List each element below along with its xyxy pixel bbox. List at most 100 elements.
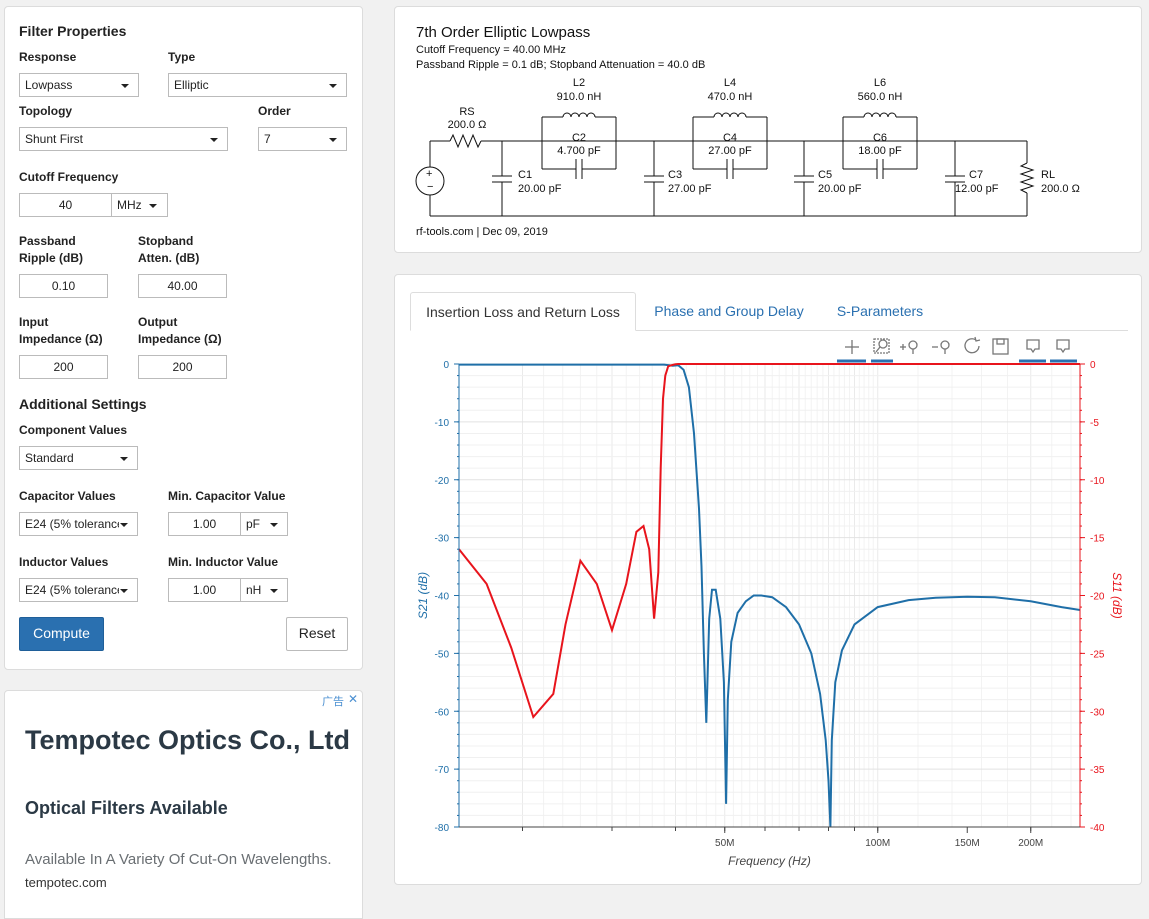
pan-icon[interactable] (837, 340, 866, 363)
l4-value: 470.0 nH (708, 91, 753, 103)
reset-button[interactable]: Reset (286, 617, 348, 651)
ad-headline[interactable]: Tempotec Optics Co., Ltd (25, 725, 351, 755)
min-inductor-input[interactable]: 1.00 (168, 578, 241, 602)
output-impedance-label: Output Impedance (Ω) (138, 314, 222, 348)
topology-label: Topology (19, 104, 73, 118)
c5-name: C5 (818, 169, 832, 181)
zoom-in-icon[interactable] (900, 340, 918, 354)
compute-button[interactable]: Compute (19, 617, 104, 651)
zoom-out-icon[interactable] (932, 340, 950, 354)
c2-name: C2 (572, 132, 586, 144)
right-tick-label: -5 (1090, 418, 1099, 429)
tab-s-parameters[interactable]: S-Parameters (836, 303, 924, 319)
order-select[interactable]: 7 (258, 127, 347, 151)
output-impedance-input[interactable]: 200 (138, 355, 227, 379)
ad-subhead: Optical Filters Available (25, 798, 228, 818)
ad-badge[interactable]: 广告 (322, 696, 344, 708)
c6-name: C6 (873, 132, 887, 144)
l2-name: L2 (573, 77, 585, 89)
s21-series-line (459, 363, 1081, 828)
right-tick-label: -20 (1090, 592, 1105, 603)
min-capacitor-input[interactable]: 1.00 (168, 512, 241, 536)
source-polarity: + − (426, 168, 433, 193)
type-select-value: Elliptic (174, 78, 209, 92)
insertion-loss-chart[interactable]: 0 -10 -20 -30 -40 -50 -60 -70 -80 0 -5 -10 -15 -20 -25… (395, 275, 1141, 884)
c4-value: 27.00 pF (708, 145, 752, 157)
c5-value: 20.00 pF (818, 183, 862, 195)
ripple-label: Passband Ripple (dB) (19, 233, 83, 267)
c7-value: 12.00 pF (955, 183, 999, 195)
tab-insertion-loss[interactable]: Insertion Loss and Return Loss (410, 292, 636, 331)
rs-value: 200.0 Ω (448, 119, 487, 131)
close-icon[interactable]: ✕ (347, 692, 358, 706)
l6-value: 560.0 nH (858, 91, 903, 103)
component-values-select[interactable]: Standard (19, 446, 138, 470)
min-inductor-unit-select[interactable]: nH (240, 578, 288, 602)
c1-name: C1 (518, 169, 532, 181)
type-select[interactable]: Elliptic (168, 73, 347, 97)
rs-name: RS (459, 106, 474, 118)
min-capacitor-label: Min. Capacitor Value (168, 489, 286, 503)
chevron-down-icon (329, 138, 337, 142)
rl-value: 200.0 Ω (1041, 183, 1080, 195)
reset-icon[interactable] (964, 336, 981, 354)
chart-panel: Insertion Loss and Return Loss Phase and… (394, 274, 1142, 885)
min-inductor-label: Min. Inductor Value (168, 555, 279, 569)
left-tick-label: -30 (435, 534, 450, 545)
left-tick-label: -40 (435, 592, 450, 603)
save-icon[interactable] (992, 338, 1009, 355)
tab-phase-group-delay[interactable]: Phase and Group Delay (654, 303, 804, 319)
response-select-value: Lowpass (25, 78, 73, 92)
rl-name: RL (1041, 169, 1055, 181)
input-impedance-label-line2: Impedance (Ω) (19, 332, 103, 346)
chart-grid (459, 363, 1080, 828)
ripple-input[interactable]: 0.10 (19, 274, 108, 298)
left-tick-label: -80 (435, 823, 450, 834)
min-capacitor-unit-value: pF (246, 517, 261, 531)
capacitor-values-select[interactable]: E24 (5% tolerance) (19, 512, 138, 536)
input-impedance-input[interactable]: 200 (19, 355, 108, 379)
atten-label: Stopband Atten. (dB) (138, 233, 199, 267)
source-icon (415, 166, 445, 196)
inductor-values-select[interactable]: E24 (5% tolerance) (19, 578, 138, 602)
chevron-down-icon (270, 589, 278, 593)
topology-select[interactable]: Shunt First (19, 127, 228, 151)
min-capacitor-unit-select[interactable]: pF (240, 512, 288, 536)
right-tick-label: -35 (1090, 765, 1105, 776)
component-values-label: Component Values (19, 423, 128, 437)
ad-panel[interactable]: 广告 ✕ Tempotec Optics Co., Ltd Optical Fi… (4, 690, 363, 919)
c3-name: C3 (668, 169, 682, 181)
bottom-tick-label: 50M (715, 838, 734, 849)
cutoff-unit-select[interactable]: MHz (111, 193, 168, 217)
c6-value: 18.00 pF (858, 145, 902, 157)
cutoff-input[interactable]: 40 (19, 193, 112, 217)
atten-input[interactable]: 40.00 (138, 274, 227, 298)
left-tick-label: -50 (435, 649, 450, 660)
right-tick-label: -30 (1090, 707, 1105, 718)
response-select[interactable]: Lowpass (19, 73, 139, 97)
cutoff-unit-value: MHz (117, 198, 142, 212)
chevron-down-icon (210, 138, 218, 142)
s11-series-line (458, 363, 1080, 720)
box-zoom-icon[interactable] (871, 338, 893, 363)
schematic-footer: rf-tools.com | Dec 09, 2019 (416, 226, 548, 238)
hover-icon-2[interactable] (1050, 339, 1077, 363)
bottom-tick-label: 150M (955, 838, 980, 849)
hover-icon[interactable] (1019, 339, 1046, 363)
left-tick-label: -10 (435, 418, 450, 429)
right-tick-label: 0 (1090, 360, 1096, 371)
ripple-label-line2: Ripple (dB) (19, 251, 83, 265)
chart-curves (458, 363, 1081, 828)
right-tick-label: -40 (1090, 823, 1105, 834)
circuit-wires (415, 112, 1035, 217)
y-axis-title: S21 (dB) (416, 572, 430, 619)
tab-underline (410, 330, 1128, 331)
c4-name: C4 (723, 132, 737, 144)
ad-domain[interactable]: tempotec.com (25, 875, 107, 890)
c1-value: 20.00 pF (518, 183, 562, 195)
svg-text:+: + (426, 168, 432, 180)
right-tick-label: -15 (1090, 534, 1105, 545)
svg-text:−: − (427, 181, 433, 193)
l6-name: L6 (874, 77, 886, 89)
capacitor-values-label: Capacitor Values (19, 489, 116, 503)
